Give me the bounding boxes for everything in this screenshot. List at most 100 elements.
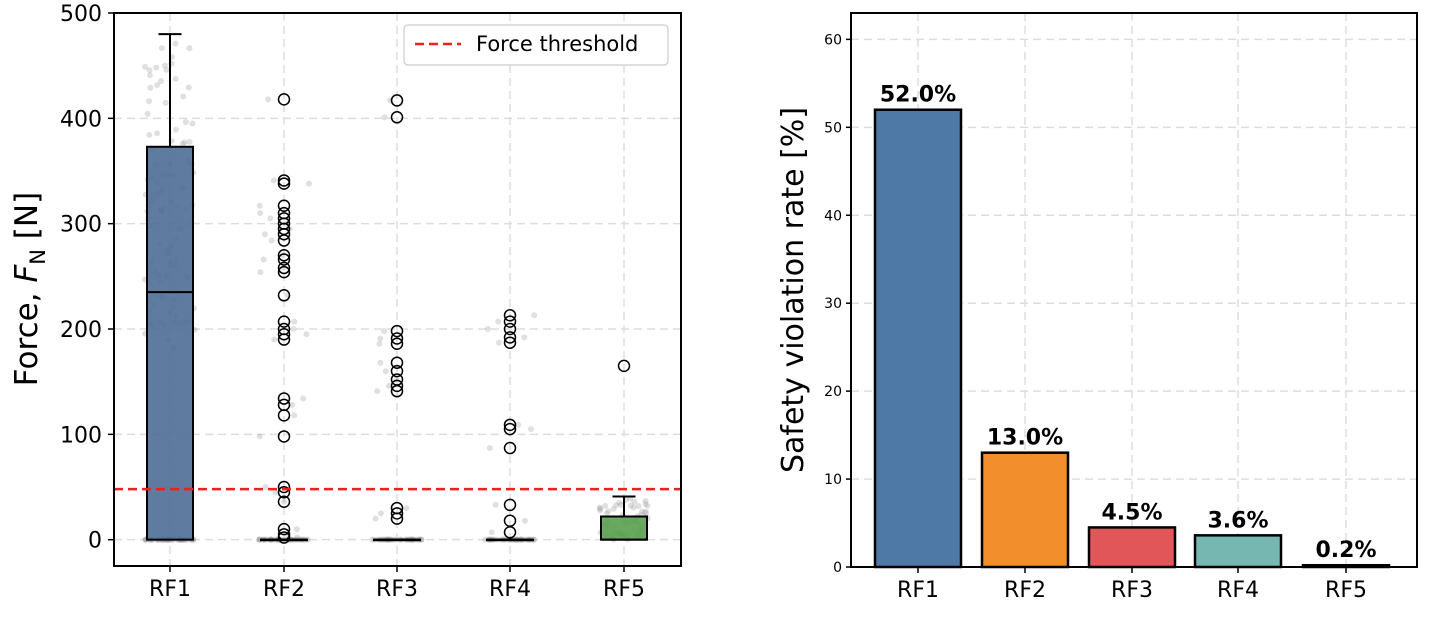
- jitter-point: [142, 63, 149, 70]
- box-outlier: [390, 332, 404, 345]
- jitter-point: [144, 110, 151, 117]
- jitter-point: [146, 131, 153, 138]
- jitter-point: [639, 508, 646, 515]
- jitter-point: [291, 318, 298, 325]
- box-outlier: [277, 531, 291, 544]
- left-y-axis-label: Force, FN [N]: [9, 192, 50, 386]
- jitter-point: [261, 231, 268, 238]
- jitter-point: [531, 312, 538, 319]
- left-y-tick-label: 400: [60, 107, 102, 132]
- jitter-point: [257, 269, 264, 276]
- right-y-tick-label: 0: [833, 560, 842, 576]
- box-outlier: [277, 174, 291, 187]
- jitter-point: [644, 502, 651, 509]
- left-x-tick-label: RF5: [603, 577, 645, 602]
- box-body-rf1: [146, 145, 194, 541]
- jitter-point: [381, 114, 388, 121]
- jitter-point: [377, 510, 384, 517]
- jitter-point: [635, 503, 642, 510]
- jitter-point: [257, 210, 264, 217]
- jitter-point: [616, 499, 623, 506]
- jitter-point: [179, 140, 186, 147]
- box-outlier: [390, 94, 404, 107]
- box-outlier: [503, 309, 517, 322]
- legend-label: Force threshold: [476, 32, 638, 56]
- jitter-point: [154, 82, 161, 89]
- jitter-point: [303, 331, 310, 338]
- jitter-point: [602, 502, 609, 509]
- jitter-point: [290, 326, 297, 332]
- right-x-ticks: RF1 RF2 RF3 RF4 RF5: [897, 567, 1367, 603]
- box-body-rf5: [600, 515, 648, 541]
- jitter-point: [270, 177, 277, 184]
- right-axes-frame: [850, 12, 1418, 568]
- right-y-axis-label: Safety violation rate [%]: [776, 107, 811, 473]
- jitter-point: [256, 202, 263, 209]
- box-outlier: [277, 249, 291, 262]
- jitter-point: [146, 67, 153, 74]
- right-y-tick-label: 20: [824, 384, 842, 400]
- jitter-point: [265, 96, 272, 103]
- jitter-point: [630, 504, 637, 511]
- box-outlier: [390, 324, 404, 338]
- jitter-point: [300, 395, 307, 402]
- box-outlier: [277, 528, 291, 541]
- box-outlier: [503, 331, 517, 344]
- box-outlier: [277, 289, 291, 302]
- jitter-point: [597, 505, 604, 512]
- box-outlier: [503, 418, 517, 432]
- left-x-tick-label: RF3: [376, 577, 418, 602]
- legend: Force threshold: [403, 24, 669, 66]
- jitter-point: [271, 336, 278, 343]
- jitter-point: [153, 64, 160, 71]
- box-outlier: [277, 430, 291, 443]
- jitter-point: [610, 505, 617, 512]
- box-outlier: [277, 177, 291, 190]
- box-outlier: [277, 234, 291, 247]
- left-y-tick-label: 500: [60, 2, 102, 27]
- right-y-tick-label: 60: [824, 32, 842, 48]
- jitter-point: [385, 382, 392, 389]
- box-outlier: [503, 441, 517, 455]
- jitter-point: [642, 497, 649, 504]
- box-outlier: [277, 522, 291, 536]
- jitter-point: [597, 507, 604, 514]
- box-outlier: [277, 93, 291, 106]
- left-y-tick-label: 100: [60, 423, 102, 448]
- legend-box: [403, 24, 669, 66]
- box-outlier: [277, 409, 291, 422]
- jitter-point: [372, 515, 379, 522]
- jitter-point: [603, 510, 610, 517]
- jitter-point: [403, 505, 410, 512]
- bar-data-label: 0.2%: [1315, 538, 1376, 563]
- bar-data-label: 13.0%: [987, 426, 1063, 451]
- jitter-point: [146, 98, 153, 105]
- jitter-point: [185, 84, 192, 91]
- jitter-point: [605, 508, 612, 515]
- bar-data-label: 4.5%: [1101, 500, 1162, 525]
- left-y-tick-label: 300: [60, 213, 102, 238]
- box-outlier: [277, 328, 291, 341]
- jitter-point: [260, 256, 267, 263]
- box-outlier: [503, 336, 517, 349]
- box-outlier: [277, 261, 291, 275]
- jitter-point: [268, 237, 275, 244]
- jitter-point: [158, 45, 165, 52]
- jitter-point: [180, 93, 187, 100]
- jitter-point: [181, 139, 188, 146]
- jitter-point: [289, 401, 296, 408]
- right-x-tick-label: RF1: [897, 578, 939, 603]
- jitter-point: [495, 318, 502, 325]
- left-x-tick-label: RF2: [263, 577, 305, 602]
- jitter-point: [627, 502, 634, 509]
- bar-data-label: 52.0%: [880, 83, 956, 108]
- box-outlier: [503, 322, 517, 336]
- jitter-point: [484, 326, 491, 332]
- bar-rf3: [1087, 526, 1177, 569]
- box-outlier: [277, 392, 291, 405]
- jitter-point: [147, 84, 154, 91]
- jitter-point: [161, 62, 168, 69]
- jitter-point: [521, 334, 528, 341]
- left-x-tick-label: RF4: [489, 577, 531, 602]
